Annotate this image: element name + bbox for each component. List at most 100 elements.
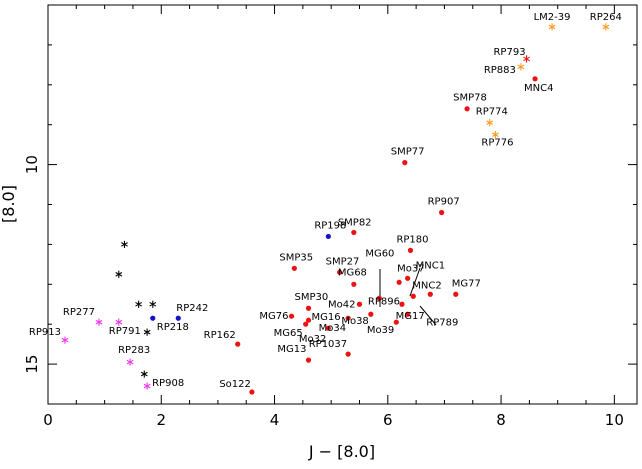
- point-smp78: [464, 106, 470, 112]
- x-tick-label: 4: [270, 411, 280, 429]
- point-mg77: [453, 291, 459, 297]
- label-rp162: RP162: [204, 330, 236, 341]
- star-point-rp791: [115, 318, 123, 326]
- star-point-rp776: [492, 131, 499, 139]
- label-mg76: MG76: [259, 311, 288, 322]
- label-mo39: Mo39: [367, 325, 394, 336]
- label-rp277: RP277: [63, 307, 95, 318]
- point-smp77: [402, 160, 408, 166]
- label-mnc2: MNC2: [412, 280, 441, 291]
- label-mg13: MG13: [277, 344, 306, 355]
- star-point-unlabeled-45: [115, 270, 123, 278]
- point-mg68: [351, 281, 357, 287]
- label-rp774: RP774: [476, 107, 508, 118]
- y-tick-label: 15: [23, 355, 41, 374]
- label-rp1037: RP1037: [309, 339, 347, 350]
- label-rp789: RP789: [426, 317, 458, 328]
- label-mg17: MG17: [396, 311, 425, 322]
- label-mo32: Mo32: [299, 334, 326, 345]
- leader-line-rp789: [419, 305, 437, 326]
- label-smp77: SMP77: [391, 147, 425, 158]
- star-point-unlabeled-49: [140, 370, 148, 378]
- label-lm2-39: LM2-39: [534, 12, 571, 23]
- point-smp27: [337, 269, 343, 275]
- point-rp180: [407, 247, 414, 253]
- label-rp180: RP180: [396, 234, 428, 245]
- point-mg65: [303, 321, 309, 327]
- label-smp82: SMP82: [338, 217, 372, 228]
- point-smp30: [305, 305, 312, 311]
- label-mnc1: MNC1: [416, 260, 445, 271]
- label-mg16: MG16: [312, 312, 341, 323]
- point-rp1037: [345, 351, 351, 357]
- star-point-lm2-39: [548, 23, 556, 31]
- label-rp264: RP264: [590, 12, 622, 23]
- axis-ticks: 0 2 4 6 8 10 10 15: [23, 4, 637, 429]
- point-mnc2: [410, 293, 416, 299]
- point-smp82: [351, 229, 357, 236]
- label-mo38: Mo38: [341, 316, 368, 327]
- point-mo37: [396, 279, 402, 285]
- leader-line-mnc1: [409, 267, 421, 297]
- star-point-rp908: [143, 382, 151, 390]
- point-so122: [249, 389, 255, 395]
- y-tick-label: 10: [23, 155, 41, 174]
- point-rp907: [439, 209, 445, 216]
- label-so122: So122: [219, 379, 251, 390]
- label-smp35: SMP35: [279, 252, 313, 263]
- label-mo42: Mo42: [328, 299, 355, 310]
- label-mo34: Mo34: [319, 323, 346, 334]
- point-mg60: [376, 295, 382, 301]
- x-axis-title: J − [8.0]: [308, 442, 375, 461]
- point-rp789: [427, 291, 433, 297]
- label-rp883: RP883: [484, 65, 516, 76]
- point-mnc4: [532, 76, 538, 82]
- point-mo34: [345, 315, 351, 321]
- label-smp27: SMP27: [326, 256, 360, 267]
- label-rp896: RP896: [368, 296, 400, 307]
- point-rp218: [150, 315, 156, 321]
- label-rp793: RP793: [493, 47, 525, 58]
- star-point-rp913: [61, 336, 69, 344]
- star-point-rp277: [95, 318, 103, 326]
- point-rp162: [235, 341, 241, 347]
- star-point-rp793: [523, 55, 530, 63]
- star-point-rp774: [486, 119, 494, 127]
- point-mo42: [356, 301, 363, 307]
- x-tick-label: 8: [496, 411, 506, 429]
- data-points: [61, 23, 610, 395]
- label-smp78: SMP78: [453, 93, 487, 104]
- point-rp896: [399, 301, 405, 307]
- star-point-unlabeled-44: [121, 240, 128, 248]
- point-mg16: [305, 317, 312, 323]
- point-mg76: [288, 313, 295, 319]
- star-point-rp283: [126, 358, 134, 366]
- label-rp907: RP907: [428, 196, 460, 207]
- label-smp30: SMP30: [295, 292, 329, 303]
- label-mg77: MG77: [452, 278, 481, 289]
- point-mo39: [393, 319, 399, 325]
- point-mo32: [325, 325, 331, 331]
- point-mg13: [305, 357, 312, 363]
- star-point-rp264: [602, 23, 610, 31]
- label-mg68: MG68: [338, 267, 367, 278]
- label-rp791: RP791: [109, 326, 141, 337]
- label-rp242: RP242: [176, 303, 208, 314]
- label-rp218: RP218: [157, 322, 189, 333]
- star-point-unlabeled-46: [135, 300, 143, 308]
- label-mo37: Mo37: [397, 263, 424, 274]
- label-mnc4: MNC4: [524, 83, 553, 94]
- point-rp198: [325, 233, 331, 240]
- label-rp283: RP283: [118, 345, 150, 356]
- x-tick-label: 0: [43, 411, 53, 429]
- label-rp776: RP776: [481, 138, 513, 149]
- star-point-unlabeled-47: [149, 300, 157, 308]
- point-mo38: [368, 311, 374, 317]
- point-rp242: [175, 315, 181, 321]
- point-mnc1: [405, 275, 411, 281]
- label-rp913: RP913: [29, 327, 61, 338]
- point-labels: LM2-39 RP264 RP793 RP883 MNC4 SMP78 RP774 RP776…: [29, 12, 622, 390]
- x-tick-label: 10: [605, 411, 624, 429]
